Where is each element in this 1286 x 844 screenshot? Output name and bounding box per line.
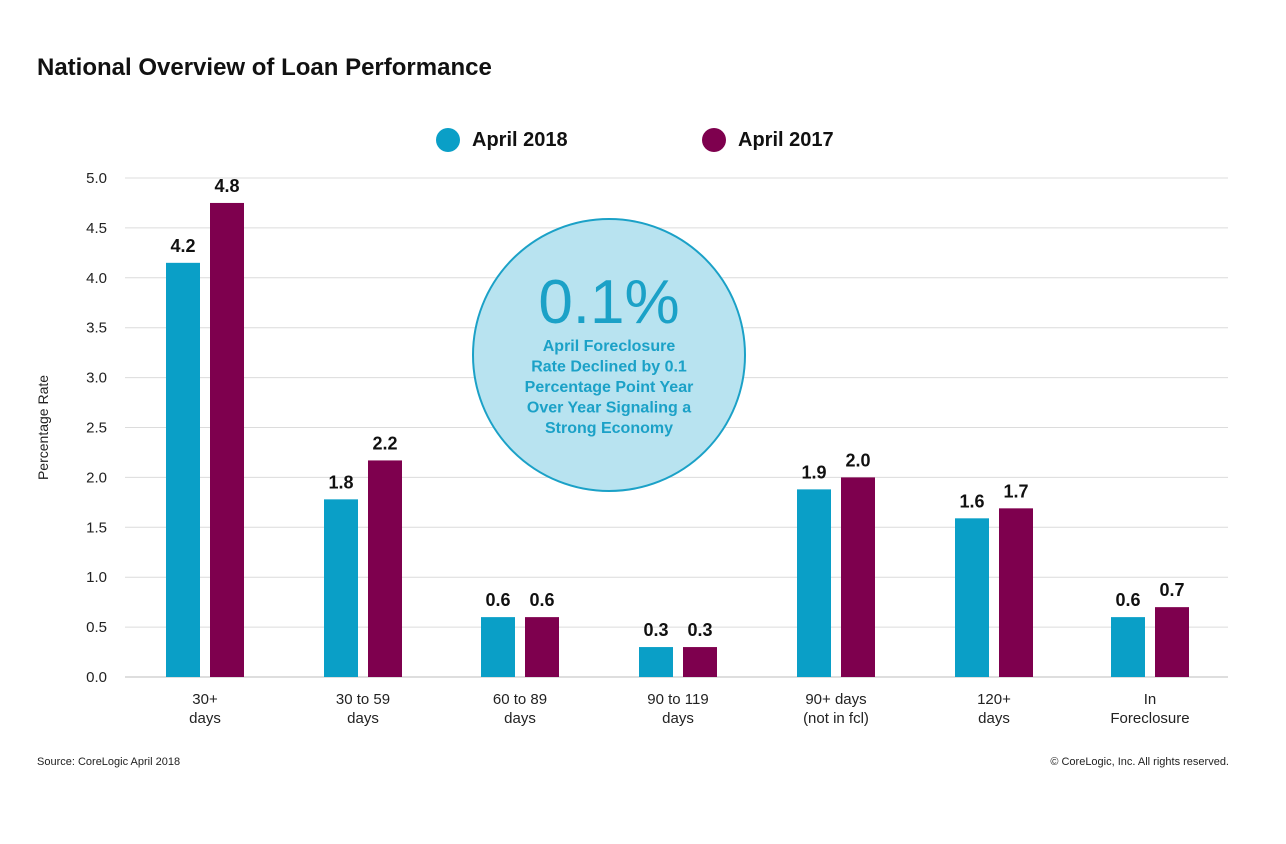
callout-value: 0.1% (538, 268, 679, 337)
bar (1155, 607, 1189, 677)
callout-text-line: Rate Declined by 0.1 (531, 359, 687, 376)
data-label: 2.2 (372, 433, 397, 453)
x-tick-label: 90+ days (805, 691, 866, 708)
bar (210, 202, 244, 677)
bar (1111, 617, 1145, 677)
y-tick-label: 3.5 (86, 320, 107, 337)
legend-swatch-april-2018 (436, 128, 460, 152)
legend-item-april-2018: April 2018 (436, 128, 568, 152)
bar (525, 617, 559, 677)
copyright-note: © CoreLogic, Inc. All rights reserved. (1050, 756, 1229, 768)
callout-text-line: Percentage Point Year (525, 379, 694, 396)
data-label: 0.6 (485, 590, 510, 610)
x-tick-label: days (189, 710, 221, 727)
bar (683, 647, 717, 677)
data-label: 1.8 (328, 472, 353, 492)
x-tick-label: 120+ (977, 691, 1011, 708)
x-tick-label: days (347, 710, 379, 727)
y-tick-label: 1.5 (86, 519, 107, 536)
data-label: 0.6 (1115, 590, 1140, 610)
x-tick-label: 90 to 119 (647, 691, 708, 708)
callout-text-line: Over Year Signaling a (527, 400, 691, 417)
bar (368, 460, 402, 677)
legend-item-april-2017: April 2017 (702, 128, 834, 152)
legend-label-april-2018: April 2018 (472, 128, 568, 151)
x-tick-label: days (662, 710, 694, 727)
bar (166, 262, 200, 677)
data-label: 4.2 (170, 236, 195, 256)
bar (841, 477, 875, 677)
data-label: 0.3 (643, 620, 668, 640)
y-tick-label: 2.0 (86, 469, 107, 486)
chart-title: National Overview of Loan Performance (37, 54, 492, 81)
x-tick-label: days (978, 710, 1010, 727)
y-tick-label: 4.0 (86, 270, 107, 287)
y-tick-label: 1.0 (86, 569, 107, 586)
y-tick-label: 3.0 (86, 370, 107, 387)
y-tick-label: 5.0 (86, 170, 107, 187)
legend-swatch-april-2017 (702, 128, 726, 152)
source-note: Source: CoreLogic April 2018 (37, 756, 181, 768)
y-tick-label: 0.0 (86, 669, 107, 686)
bar (797, 489, 831, 677)
data-label: 4.8 (214, 176, 239, 196)
x-tick-label: In (1144, 691, 1157, 708)
y-axis-label: Percentage Rate (35, 375, 51, 480)
callout-circle (472, 218, 746, 492)
bar (324, 499, 358, 677)
data-label: 2.0 (845, 450, 870, 470)
x-tick-label: 30 to 59 (336, 691, 390, 708)
callout-text-line: April Foreclosure (543, 338, 676, 355)
x-tick-label: 30+ (192, 691, 218, 708)
y-tick-label: 0.5 (86, 619, 107, 636)
data-label: 1.6 (959, 491, 984, 511)
x-tick-label: (not in fcl) (803, 710, 869, 727)
y-tick-label: 2.5 (86, 420, 107, 437)
bar (481, 617, 515, 677)
bar (999, 508, 1033, 677)
data-label: 0.6 (529, 590, 554, 610)
x-tick-label: 60 to 89 (493, 691, 547, 708)
legend-label-april-2017: April 2017 (738, 128, 834, 151)
x-tick-label: Foreclosure (1110, 710, 1189, 727)
y-tick-label: 4.5 (86, 220, 107, 237)
bar (955, 518, 989, 677)
data-label: 0.7 (1159, 580, 1184, 600)
bar (639, 647, 673, 677)
callout-text-line: Strong Economy (545, 420, 673, 437)
data-label: 0.3 (687, 620, 712, 640)
legend: April 2018 April 2017 (0, 128, 1286, 158)
x-tick-label: days (504, 710, 536, 727)
data-label: 1.9 (801, 462, 826, 482)
data-label: 1.7 (1003, 481, 1028, 501)
